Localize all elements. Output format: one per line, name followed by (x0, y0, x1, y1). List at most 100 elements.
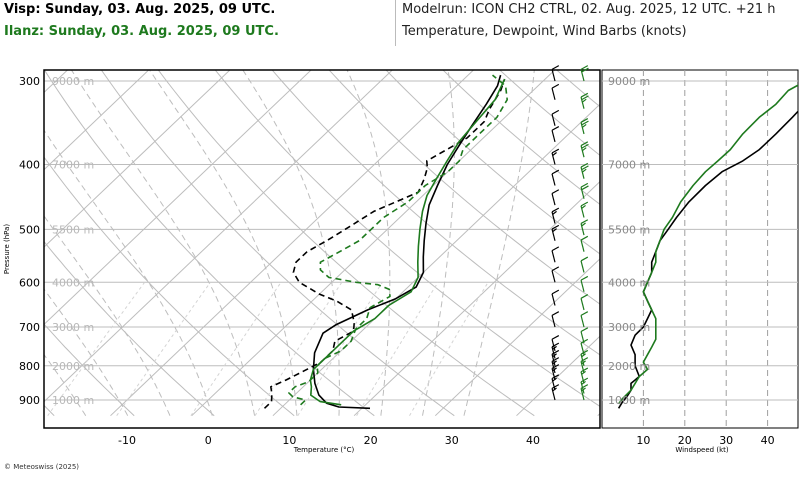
barb-flag (551, 374, 560, 380)
barb-flag (581, 143, 589, 149)
barb-flag (581, 95, 589, 101)
visp-wind-barb (551, 311, 560, 328)
barb-flag (580, 162, 589, 168)
barb-staff (551, 113, 556, 126)
barb-flag (580, 377, 589, 383)
ilanz-wind-barb (580, 162, 589, 179)
moist-adiabat-line (44, 353, 87, 416)
dry-adiabat-line (385, 70, 600, 255)
visp-header: Visp: Sunday, 03. Aug. 2025, 09 UTC. (4, 2, 276, 17)
dry-adiabat-line (660, 61, 800, 416)
temperature-tick-label: 10 (282, 434, 296, 447)
barb-flag (580, 182, 589, 188)
visp-wind-barb (551, 224, 560, 241)
barb-staff (580, 122, 585, 135)
barb-staff (551, 270, 556, 283)
moist-adiabat-line (148, 70, 298, 416)
dry-adiabat-line (328, 70, 600, 305)
barb-flag (581, 123, 587, 128)
barb-flag (580, 118, 589, 123)
barb-flag (551, 207, 560, 213)
barb-flag (551, 109, 560, 115)
visp-wind-barb (551, 169, 560, 186)
ilanz-wind-barb (580, 294, 589, 311)
barb-staff (580, 145, 585, 158)
barb-staff (580, 186, 585, 199)
windspeed-tick-label: 20 (678, 434, 692, 447)
y-axis-label: Pressure (hPa) (3, 224, 11, 274)
barb-staff (580, 166, 585, 179)
isotherm-line (44, 70, 231, 248)
temperature-tick-label: 30 (445, 434, 459, 447)
isotherm-line (434, 258, 600, 417)
barb-staff (580, 260, 585, 273)
barb-flag (581, 67, 589, 73)
barb-flag (551, 224, 560, 230)
barb-staff (551, 173, 556, 186)
windspeed-height-label: 3000 m (608, 321, 650, 334)
barb-flag (581, 387, 586, 392)
dry-adiabat-line (716, 61, 800, 416)
dry-adiabat-line (214, 70, 600, 407)
barb-flag (581, 353, 586, 358)
visp-wind-barb (551, 289, 560, 306)
barb-flag (581, 147, 587, 152)
isotherm-line (44, 70, 150, 171)
ilanz-wind-barb (580, 338, 589, 355)
ilanz_dewpoint-line (288, 74, 508, 406)
barb-staff (580, 239, 585, 252)
barb-staff (580, 69, 585, 82)
windspeed-frame (601, 69, 799, 429)
barb-staff (580, 331, 585, 344)
barb-staff (580, 342, 585, 355)
windspeed-axis-label: Windspeed (kt) (675, 446, 728, 454)
barb-flag (551, 189, 560, 195)
visp-wind-barb (551, 148, 560, 165)
barb-flag (581, 168, 587, 173)
visp-wind-barb (551, 65, 560, 82)
windspeed-height-label: 5500 m (608, 223, 650, 236)
barb-staff (551, 130, 556, 143)
dry-adiabat-line (44, 156, 295, 417)
windspeed-height-label: 4000 m (608, 276, 650, 289)
temperature-tick-label: 0 (205, 434, 212, 447)
barb-flag (551, 169, 560, 175)
ilanz-wind-barb (580, 92, 589, 109)
barb-staff (551, 87, 556, 100)
windspeed-height-label: 1000 m (608, 394, 650, 407)
isotherm-line (353, 180, 600, 417)
ilanz-wind-barb (580, 327, 589, 344)
barb-flag (552, 210, 557, 215)
visp_dewpoint-line (263, 78, 506, 409)
barb-flag (551, 246, 560, 252)
dry-adiabat-line (44, 240, 215, 417)
barb-flag (580, 275, 589, 281)
barb-staff (551, 293, 556, 306)
barb-flag (551, 289, 560, 295)
moist-adiabat-line (242, 70, 340, 416)
dry-adiabat-line (157, 70, 535, 417)
ilanz-wind-barb (580, 235, 589, 252)
height-label: 5500 m (52, 223, 94, 236)
height-label: 2000 m (52, 360, 94, 373)
mixing-ratio-line (409, 282, 489, 416)
visp-wind-barb (551, 189, 560, 206)
barb-flag (580, 327, 589, 333)
barb-staff (580, 298, 585, 311)
pressure-tick-label: 500 (19, 223, 40, 236)
mixing-ratio-line (297, 282, 383, 416)
modelrun-info: Modelrun: ICON CH2 CTRL, 02. Aug. 2025, … (402, 2, 776, 17)
barb-flag (551, 311, 560, 316)
barb-flag (551, 65, 560, 70)
temperature-tick-label: -10 (118, 434, 136, 447)
isotherm-line (44, 70, 312, 326)
visp-wind-barb (551, 207, 560, 224)
height-label: 9000 m (52, 75, 94, 88)
barb-flag (551, 384, 560, 389)
windspeed-height-label: 9000 m (608, 75, 650, 88)
ilanz-wind-barb (580, 141, 589, 158)
dry-adiabat-line (271, 70, 600, 356)
temperature-tick-label: 20 (364, 434, 378, 447)
moist-adiabat-line (346, 70, 391, 416)
